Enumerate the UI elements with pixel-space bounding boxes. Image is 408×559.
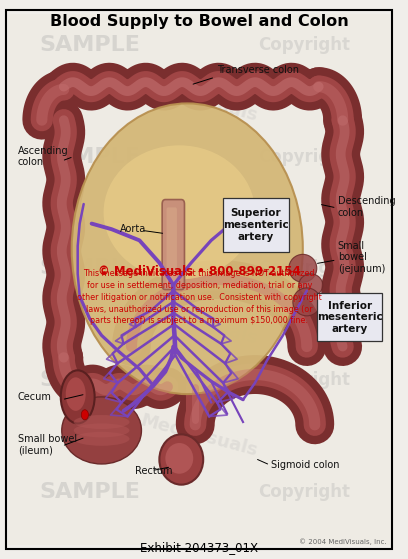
Text: Copyright: Copyright xyxy=(259,148,350,165)
Ellipse shape xyxy=(74,424,129,437)
Ellipse shape xyxy=(289,254,317,282)
Text: SAMPLE: SAMPLE xyxy=(40,35,141,55)
Ellipse shape xyxy=(104,145,255,280)
Text: Superior
mesenteric
artery: Superior mesenteric artery xyxy=(223,209,289,241)
Text: Copyright: Copyright xyxy=(259,36,350,54)
FancyBboxPatch shape xyxy=(162,200,184,290)
Text: MediVisuals: MediVisuals xyxy=(139,300,260,349)
Text: MediVisuals: MediVisuals xyxy=(139,411,260,461)
Ellipse shape xyxy=(62,397,142,464)
Text: MediVisuals: MediVisuals xyxy=(139,76,260,125)
Text: Exhibit 204373_01X: Exhibit 204373_01X xyxy=(140,542,258,555)
Ellipse shape xyxy=(72,103,303,394)
Text: Copyright: Copyright xyxy=(259,483,350,501)
Text: MediVisuals: MediVisuals xyxy=(139,188,260,237)
FancyBboxPatch shape xyxy=(223,198,289,252)
Ellipse shape xyxy=(61,370,95,424)
Text: Cecum: Cecum xyxy=(18,392,52,402)
Text: Descending
colon: Descending colon xyxy=(338,196,395,217)
Text: Small bowel
(ileum): Small bowel (ileum) xyxy=(18,434,77,455)
Ellipse shape xyxy=(293,288,321,316)
Text: SAMPLE: SAMPLE xyxy=(40,258,141,278)
FancyBboxPatch shape xyxy=(166,207,177,285)
Text: Aorta: Aorta xyxy=(120,224,146,234)
Text: Small
bowel
(jejunum): Small bowel (jejunum) xyxy=(338,240,385,274)
Ellipse shape xyxy=(74,415,129,429)
Text: Transverse colon: Transverse colon xyxy=(217,65,299,75)
Text: Ascending
colon: Ascending colon xyxy=(18,146,69,167)
Ellipse shape xyxy=(66,377,86,411)
Text: This message indicates that this image is NOT authorized
for use in settlement, : This message indicates that this image i… xyxy=(77,269,322,325)
Text: SAMPLE: SAMPLE xyxy=(40,482,141,502)
Text: Sigmoid colon: Sigmoid colon xyxy=(271,460,339,470)
Text: Rectum: Rectum xyxy=(135,466,173,476)
Text: SAMPLE: SAMPLE xyxy=(40,370,141,390)
Text: Copyright: Copyright xyxy=(259,259,350,277)
Text: © MediVisuals • 800-899-2154: © MediVisuals • 800-899-2154 xyxy=(98,264,301,278)
Text: © 2004 MediVisuals, Inc.: © 2004 MediVisuals, Inc. xyxy=(299,538,386,545)
FancyBboxPatch shape xyxy=(317,293,382,341)
Ellipse shape xyxy=(81,410,89,420)
Text: Blood Supply to Bowel and Colon: Blood Supply to Bowel and Colon xyxy=(50,14,348,29)
Ellipse shape xyxy=(165,443,193,474)
Text: Copyright: Copyright xyxy=(259,371,350,389)
Ellipse shape xyxy=(160,434,203,485)
Text: Inferior
mesenteric
artery: Inferior mesenteric artery xyxy=(317,301,383,334)
Text: SAMPLE: SAMPLE xyxy=(40,146,141,167)
Ellipse shape xyxy=(299,274,323,296)
Ellipse shape xyxy=(74,432,129,446)
